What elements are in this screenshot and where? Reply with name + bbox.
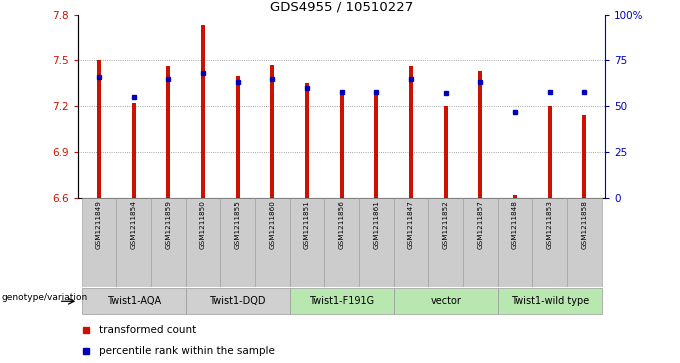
FancyBboxPatch shape: [116, 198, 151, 287]
Bar: [270, 65, 275, 198]
Bar: [374, 95, 379, 198]
FancyBboxPatch shape: [359, 198, 394, 287]
FancyBboxPatch shape: [186, 198, 220, 287]
Title: GDS4955 / 10510227: GDS4955 / 10510227: [270, 0, 413, 13]
Bar: [305, 83, 309, 198]
Text: GSM1211851: GSM1211851: [304, 200, 310, 249]
Text: GSM1211859: GSM1211859: [165, 200, 171, 249]
Text: GSM1211847: GSM1211847: [408, 200, 414, 249]
Bar: [443, 106, 448, 198]
Text: Twist1-F191G: Twist1-F191G: [309, 296, 374, 306]
FancyBboxPatch shape: [82, 198, 116, 287]
Text: percentile rank within the sample: percentile rank within the sample: [99, 346, 275, 356]
Bar: [513, 195, 517, 198]
FancyBboxPatch shape: [428, 198, 463, 287]
Text: GSM1211852: GSM1211852: [443, 200, 449, 249]
Text: GSM1211849: GSM1211849: [96, 200, 102, 249]
FancyBboxPatch shape: [394, 288, 498, 314]
Text: transformed count: transformed count: [99, 325, 197, 335]
Text: GSM1211853: GSM1211853: [547, 200, 553, 249]
Text: GSM1211856: GSM1211856: [339, 200, 345, 249]
Text: genotype/variation: genotype/variation: [1, 293, 88, 302]
FancyBboxPatch shape: [463, 198, 498, 287]
Text: GSM1211855: GSM1211855: [235, 200, 241, 249]
Bar: [409, 66, 413, 198]
FancyBboxPatch shape: [255, 198, 290, 287]
FancyBboxPatch shape: [324, 198, 359, 287]
Text: GSM1211860: GSM1211860: [269, 200, 275, 249]
Text: GSM1211858: GSM1211858: [581, 200, 588, 249]
FancyBboxPatch shape: [498, 288, 602, 314]
Bar: [201, 25, 205, 198]
Text: Twist1-wild type: Twist1-wild type: [511, 296, 589, 306]
FancyBboxPatch shape: [151, 198, 186, 287]
Bar: [132, 103, 136, 198]
FancyBboxPatch shape: [498, 198, 532, 287]
FancyBboxPatch shape: [290, 198, 324, 287]
Text: Twist1-AQA: Twist1-AQA: [107, 296, 160, 306]
FancyBboxPatch shape: [220, 198, 255, 287]
FancyBboxPatch shape: [567, 198, 602, 287]
Bar: [97, 60, 101, 198]
FancyBboxPatch shape: [186, 288, 290, 314]
Bar: [582, 115, 586, 198]
Bar: [339, 95, 344, 198]
FancyBboxPatch shape: [394, 198, 428, 287]
FancyBboxPatch shape: [290, 288, 394, 314]
Bar: [478, 71, 483, 198]
Text: GSM1211857: GSM1211857: [477, 200, 483, 249]
FancyBboxPatch shape: [82, 288, 186, 314]
Bar: [167, 66, 171, 198]
Text: GSM1211854: GSM1211854: [131, 200, 137, 249]
Text: vector: vector: [430, 296, 461, 306]
Text: GSM1211848: GSM1211848: [512, 200, 518, 249]
Bar: [235, 76, 240, 198]
Text: GSM1211861: GSM1211861: [373, 200, 379, 249]
FancyBboxPatch shape: [532, 198, 567, 287]
Text: GSM1211850: GSM1211850: [200, 200, 206, 249]
Bar: [547, 106, 551, 198]
Text: Twist1-DQD: Twist1-DQD: [209, 296, 266, 306]
